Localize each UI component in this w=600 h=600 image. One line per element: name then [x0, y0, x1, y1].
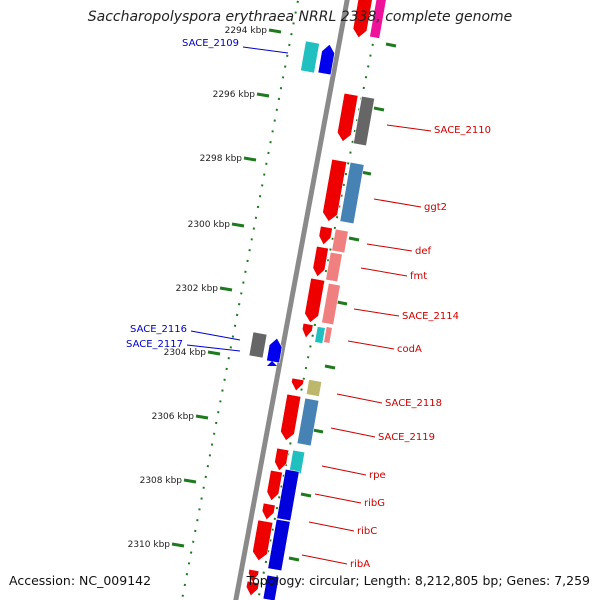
axis-tick-right	[288, 556, 300, 562]
genome-backbone	[233, 0, 350, 600]
gene-label: fmt	[410, 271, 427, 282]
gene-label: ribA	[350, 559, 370, 570]
gene-leader-line	[386, 124, 432, 132]
gene-block	[318, 225, 333, 246]
axis-tick-right	[348, 236, 360, 242]
gene-block	[274, 447, 290, 472]
gene-label: ribG	[364, 498, 385, 509]
axis-tick-label: 2310 kbp	[128, 540, 171, 550]
gene-block	[276, 468, 300, 522]
axis-tick	[183, 478, 197, 484]
accession-label: Accession: NC_009142	[9, 573, 152, 588]
gene-block	[266, 337, 283, 364]
gene-block	[352, 0, 373, 39]
axis-tick-right	[336, 300, 348, 306]
axis-tick-label: 2308 kbp	[140, 476, 183, 486]
gene-leader-line	[336, 393, 383, 404]
gene-label: ggt2	[424, 202, 447, 213]
gene-block	[262, 574, 280, 600]
gene-block	[322, 158, 348, 222]
gene-leader-line	[242, 46, 289, 54]
gene-block	[266, 469, 283, 502]
gene-block	[353, 95, 375, 147]
gene-leader-line	[347, 340, 395, 350]
gene-block	[323, 326, 333, 344]
gene-block	[296, 397, 320, 447]
gene-block	[291, 377, 305, 392]
gene-leader-line	[330, 427, 376, 438]
gene-block	[337, 92, 359, 143]
gene-label: SACE_2109	[182, 38, 239, 49]
gene-block	[304, 277, 326, 324]
gene-leader-line	[321, 465, 367, 476]
gene-block	[369, 0, 387, 39]
axis-tick-label: 2304 kbp	[164, 348, 207, 358]
gene-block	[314, 326, 326, 344]
gene-leader-line	[353, 308, 400, 317]
gene-block	[312, 245, 329, 278]
gene-marker	[267, 361, 277, 366]
axis-tick-right	[385, 42, 397, 48]
gene-label: codA	[397, 344, 422, 355]
axis-tick	[207, 350, 221, 356]
gene-label: SACE_2114	[402, 311, 459, 322]
gene-leader-line	[190, 330, 241, 341]
gene-label: SACE_2118	[385, 398, 442, 409]
axis-tick	[219, 286, 233, 292]
gene-block	[267, 518, 291, 572]
gene-block	[321, 282, 341, 326]
gene-label: SACE_2117	[126, 339, 183, 350]
axis-tick	[195, 414, 209, 420]
axis-tick	[256, 92, 270, 98]
gene-leader-line	[186, 344, 241, 352]
gene-leader-line	[373, 198, 422, 208]
gene-block	[301, 322, 314, 339]
gene-leader-line	[314, 493, 362, 504]
axis-tick-right	[324, 364, 336, 370]
gene-block	[317, 43, 335, 76]
gene-label: SACE_2110	[434, 125, 491, 136]
axis-tick-right	[373, 106, 385, 112]
axis-tick	[171, 542, 185, 548]
axis-tick-label: 2294 kbp	[225, 26, 268, 36]
gene-leader-line	[308, 521, 355, 532]
gene-label: ribC	[357, 526, 377, 537]
axis-tick	[231, 222, 245, 228]
gene-block	[288, 449, 306, 475]
gene-label: def	[415, 246, 432, 257]
axis-tick-label: 2306 kbp	[152, 412, 195, 422]
axis-tick-label: 2302 kbp	[176, 284, 219, 294]
genome-summary: Topology: circular; Length: 8,212,805 bp…	[246, 573, 590, 588]
map-title: Saccharopolyspora erythraea NRRL 2338, c…	[87, 9, 513, 25]
axis-tick-label: 2298 kbp	[200, 154, 243, 164]
gene-block	[261, 502, 276, 521]
gene-leader-line	[366, 243, 413, 252]
axis-tick-label: 2300 kbp	[188, 220, 231, 230]
gene-block	[248, 568, 260, 583]
gene-block	[305, 379, 323, 397]
gene-label: rpe	[369, 470, 386, 481]
gene-block	[300, 40, 320, 74]
gene-leader-line	[360, 267, 408, 277]
axis-tick-label: 2296 kbp	[213, 90, 256, 100]
axis-tick	[243, 156, 257, 162]
gene-block	[331, 228, 349, 254]
gene-block	[339, 161, 365, 225]
gene-block	[248, 331, 268, 359]
gene-label: SACE_2119	[378, 432, 435, 443]
axis-tick-right	[300, 492, 312, 498]
gene-block	[325, 251, 343, 283]
gene-leader-line	[301, 554, 348, 565]
axis-tick-right	[312, 428, 324, 434]
gene-block	[252, 519, 274, 562]
axis-tick	[268, 28, 282, 34]
gene-label: SACE_2116	[130, 324, 187, 335]
gene-block	[280, 393, 302, 442]
gene-block	[245, 580, 260, 597]
